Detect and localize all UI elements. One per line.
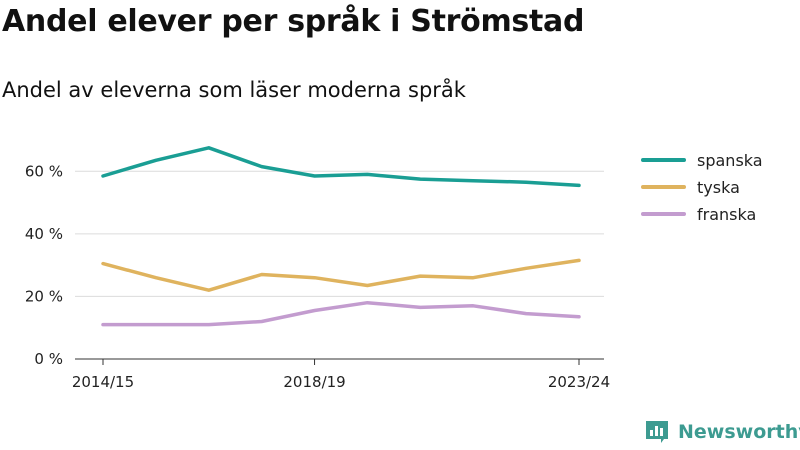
newsworthy-logo: Newsworthy xyxy=(644,418,800,446)
chart-subtitle: Andel av eleverna som läser moderna språ… xyxy=(2,78,466,102)
legend-label-spanska: spanska xyxy=(697,151,763,170)
y-tick-label: 20 % xyxy=(25,287,63,305)
x-tick-label: 2014/15 xyxy=(72,373,134,391)
x-tick-label: 2018/19 xyxy=(283,373,345,391)
brand-name: Newsworthy xyxy=(678,421,800,443)
newsworthy-icon xyxy=(646,421,668,443)
y-tick-label: 0 % xyxy=(34,350,63,368)
legend-label-franska: franska xyxy=(697,205,756,224)
series-line-tyska xyxy=(101,258,581,292)
chart-title: Andel elever per språk i Strömstad xyxy=(2,4,585,39)
y-tick-label: 40 % xyxy=(25,225,63,243)
y-tick-label: 60 % xyxy=(25,162,63,180)
series-line-spanska xyxy=(101,146,581,188)
x-tick-label: 2023/24 xyxy=(548,373,610,391)
legend-label-tyska: tyska xyxy=(697,178,740,197)
series-line-franska xyxy=(101,300,581,327)
